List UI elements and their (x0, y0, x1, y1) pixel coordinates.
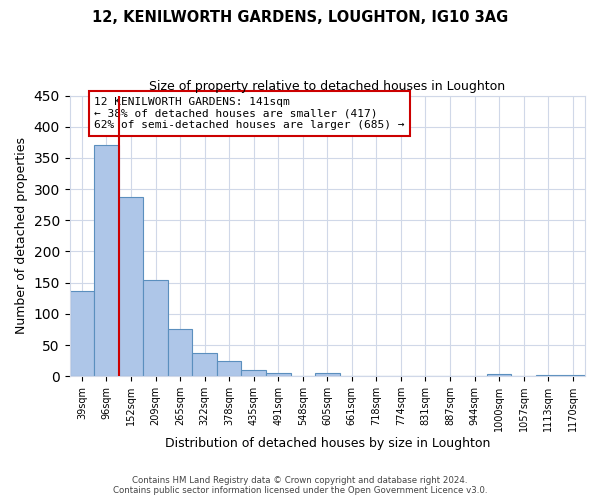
X-axis label: Distribution of detached houses by size in Loughton: Distribution of detached houses by size … (164, 437, 490, 450)
Bar (168, 330, 193, 376)
Bar (70, 291, 94, 376)
Bar (487, 374, 511, 376)
Bar (315, 373, 340, 376)
Text: 12, KENILWORTH GARDENS, LOUGHTON, IG10 3AG: 12, KENILWORTH GARDENS, LOUGHTON, IG10 3… (92, 10, 508, 25)
Bar (193, 352, 217, 376)
Bar (536, 375, 560, 376)
Bar (143, 280, 168, 376)
Text: Contains HM Land Registry data © Crown copyright and database right 2024.
Contai: Contains HM Land Registry data © Crown c… (113, 476, 487, 495)
Y-axis label: Number of detached properties: Number of detached properties (15, 138, 28, 334)
Text: 12 KENILWORTH GARDENS: 141sqm
← 38% of detached houses are smaller (417)
62% of : 12 KENILWORTH GARDENS: 141sqm ← 38% of d… (94, 97, 404, 130)
Bar (560, 375, 585, 376)
Bar (241, 370, 266, 376)
Bar (94, 146, 119, 376)
Title: Size of property relative to detached houses in Loughton: Size of property relative to detached ho… (149, 80, 505, 93)
Bar (217, 360, 241, 376)
Bar (266, 373, 290, 376)
Bar (119, 197, 143, 376)
